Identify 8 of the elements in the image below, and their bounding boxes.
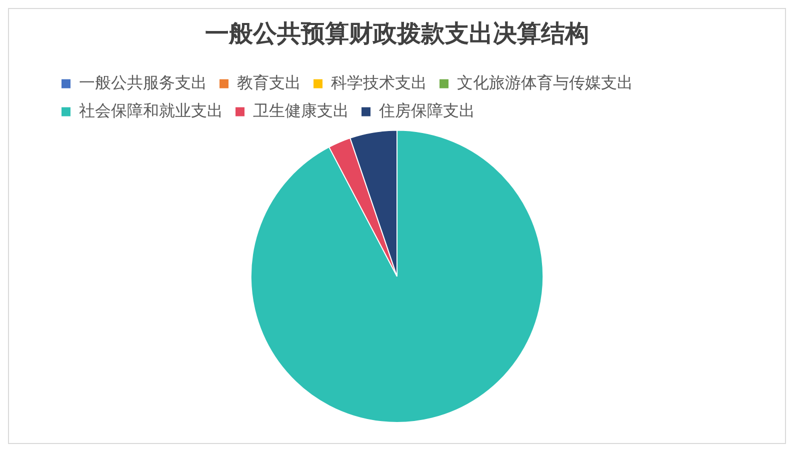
legend-label: 卫生健康支出 <box>253 102 349 120</box>
legend-label: 科学技术支出 <box>331 74 427 92</box>
legend-label: 教育支出 <box>237 74 301 92</box>
legend-label: 一般公共服务支出 <box>79 74 207 92</box>
legend-label: 住房保障支出 <box>378 102 475 120</box>
legend-label: 文化旅游体育与传媒支出 <box>457 74 633 92</box>
legend-label: 社会保障和就业支出 <box>79 102 223 120</box>
chart-title: 一般公共预算财政拨款支出决算结构 <box>205 20 589 48</box>
